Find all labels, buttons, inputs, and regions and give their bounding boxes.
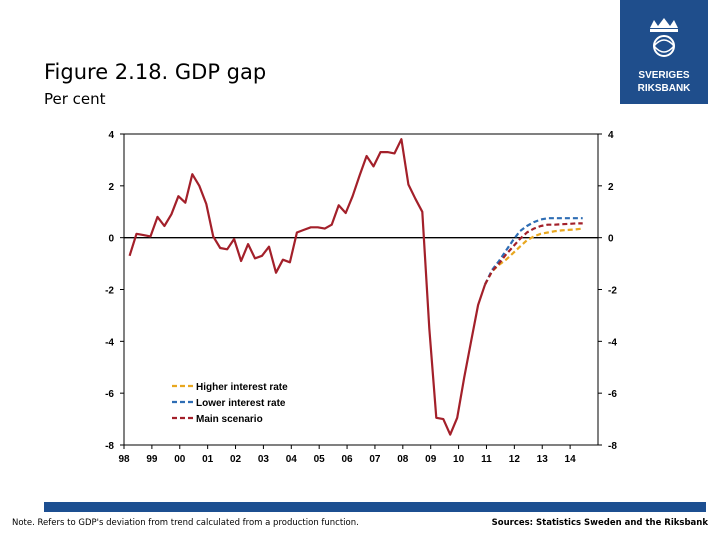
x-tick-label: 05 <box>314 454 326 465</box>
x-tick-label: 08 <box>397 454 409 465</box>
y-tick-label-right: 0 <box>608 234 614 245</box>
series-line-main-scenario <box>484 222 583 285</box>
crown-icon <box>650 18 678 28</box>
x-tick-label: 99 <box>146 454 158 465</box>
y-tick-label-left: -8 <box>105 441 114 452</box>
x-tick-label: 06 <box>341 454 353 465</box>
footnote: Note. Refers to GDP's deviation from tre… <box>12 518 359 528</box>
y-tick-label-left: 4 <box>108 130 114 141</box>
x-tick-label: 12 <box>509 454 521 465</box>
gdp-gap-chart: 4 42 20 0-2 -2-4 -4-6 -6-8 -898 99 00 01 02 03 04 05 06… <box>105 130 617 465</box>
x-tick-label: 98 <box>118 454 130 465</box>
y-tick-label-left: -4 <box>105 337 114 348</box>
x-tick-label: 04 <box>286 454 298 465</box>
y-tick-label-right: 2 <box>608 182 614 193</box>
y-tick-label-left: -2 <box>105 286 114 297</box>
page-subtitle: Per cent <box>44 90 106 108</box>
series-line-lower-interest-rate <box>484 217 583 285</box>
y-tick-label-right: -2 <box>608 286 617 297</box>
x-tick-label: 11 <box>481 454 492 465</box>
riksbank-logo: SVERIGES RIKSBANK <box>620 0 708 104</box>
x-tick-label: 00 <box>174 454 186 465</box>
legend-label: Higher interest rate <box>196 382 288 393</box>
y-tick-label-left: -6 <box>105 389 114 400</box>
emblem-ornament <box>653 39 675 53</box>
sources-text: Sources: Statistics Sweden and the Riksb… <box>491 518 708 528</box>
x-tick-label: 03 <box>258 454 270 465</box>
x-tick-label: 13 <box>537 454 549 465</box>
y-tick-label-right: -4 <box>608 337 617 348</box>
x-tick-label: 10 <box>453 454 465 465</box>
y-tick-label-left: 0 <box>108 234 114 245</box>
x-tick-label: 07 <box>369 454 381 465</box>
x-tick-label: 09 <box>425 454 437 465</box>
y-tick-label-right: -8 <box>608 441 617 452</box>
legend-label: Main scenario <box>196 414 263 425</box>
series-line-main-scenario-outcome- <box>128 138 487 436</box>
logo-text-line2: RIKSBANK <box>638 83 692 94</box>
y-tick-label-right: 4 <box>608 130 614 141</box>
y-tick-label-right: -6 <box>608 389 617 400</box>
footer-bar <box>44 502 706 512</box>
x-tick-label: 01 <box>202 454 214 465</box>
x-tick-label: 02 <box>230 454 242 465</box>
x-tick-label: 14 <box>565 454 577 465</box>
series-line-higher-interest-rate <box>484 227 583 285</box>
logo-text-line1: SVERIGES <box>638 70 689 81</box>
crown-band <box>650 29 678 32</box>
page-title: Figure 2.18. GDP gap <box>44 60 267 84</box>
legend-label: Lower interest rate <box>196 398 286 409</box>
y-tick-label-left: 2 <box>108 182 114 193</box>
